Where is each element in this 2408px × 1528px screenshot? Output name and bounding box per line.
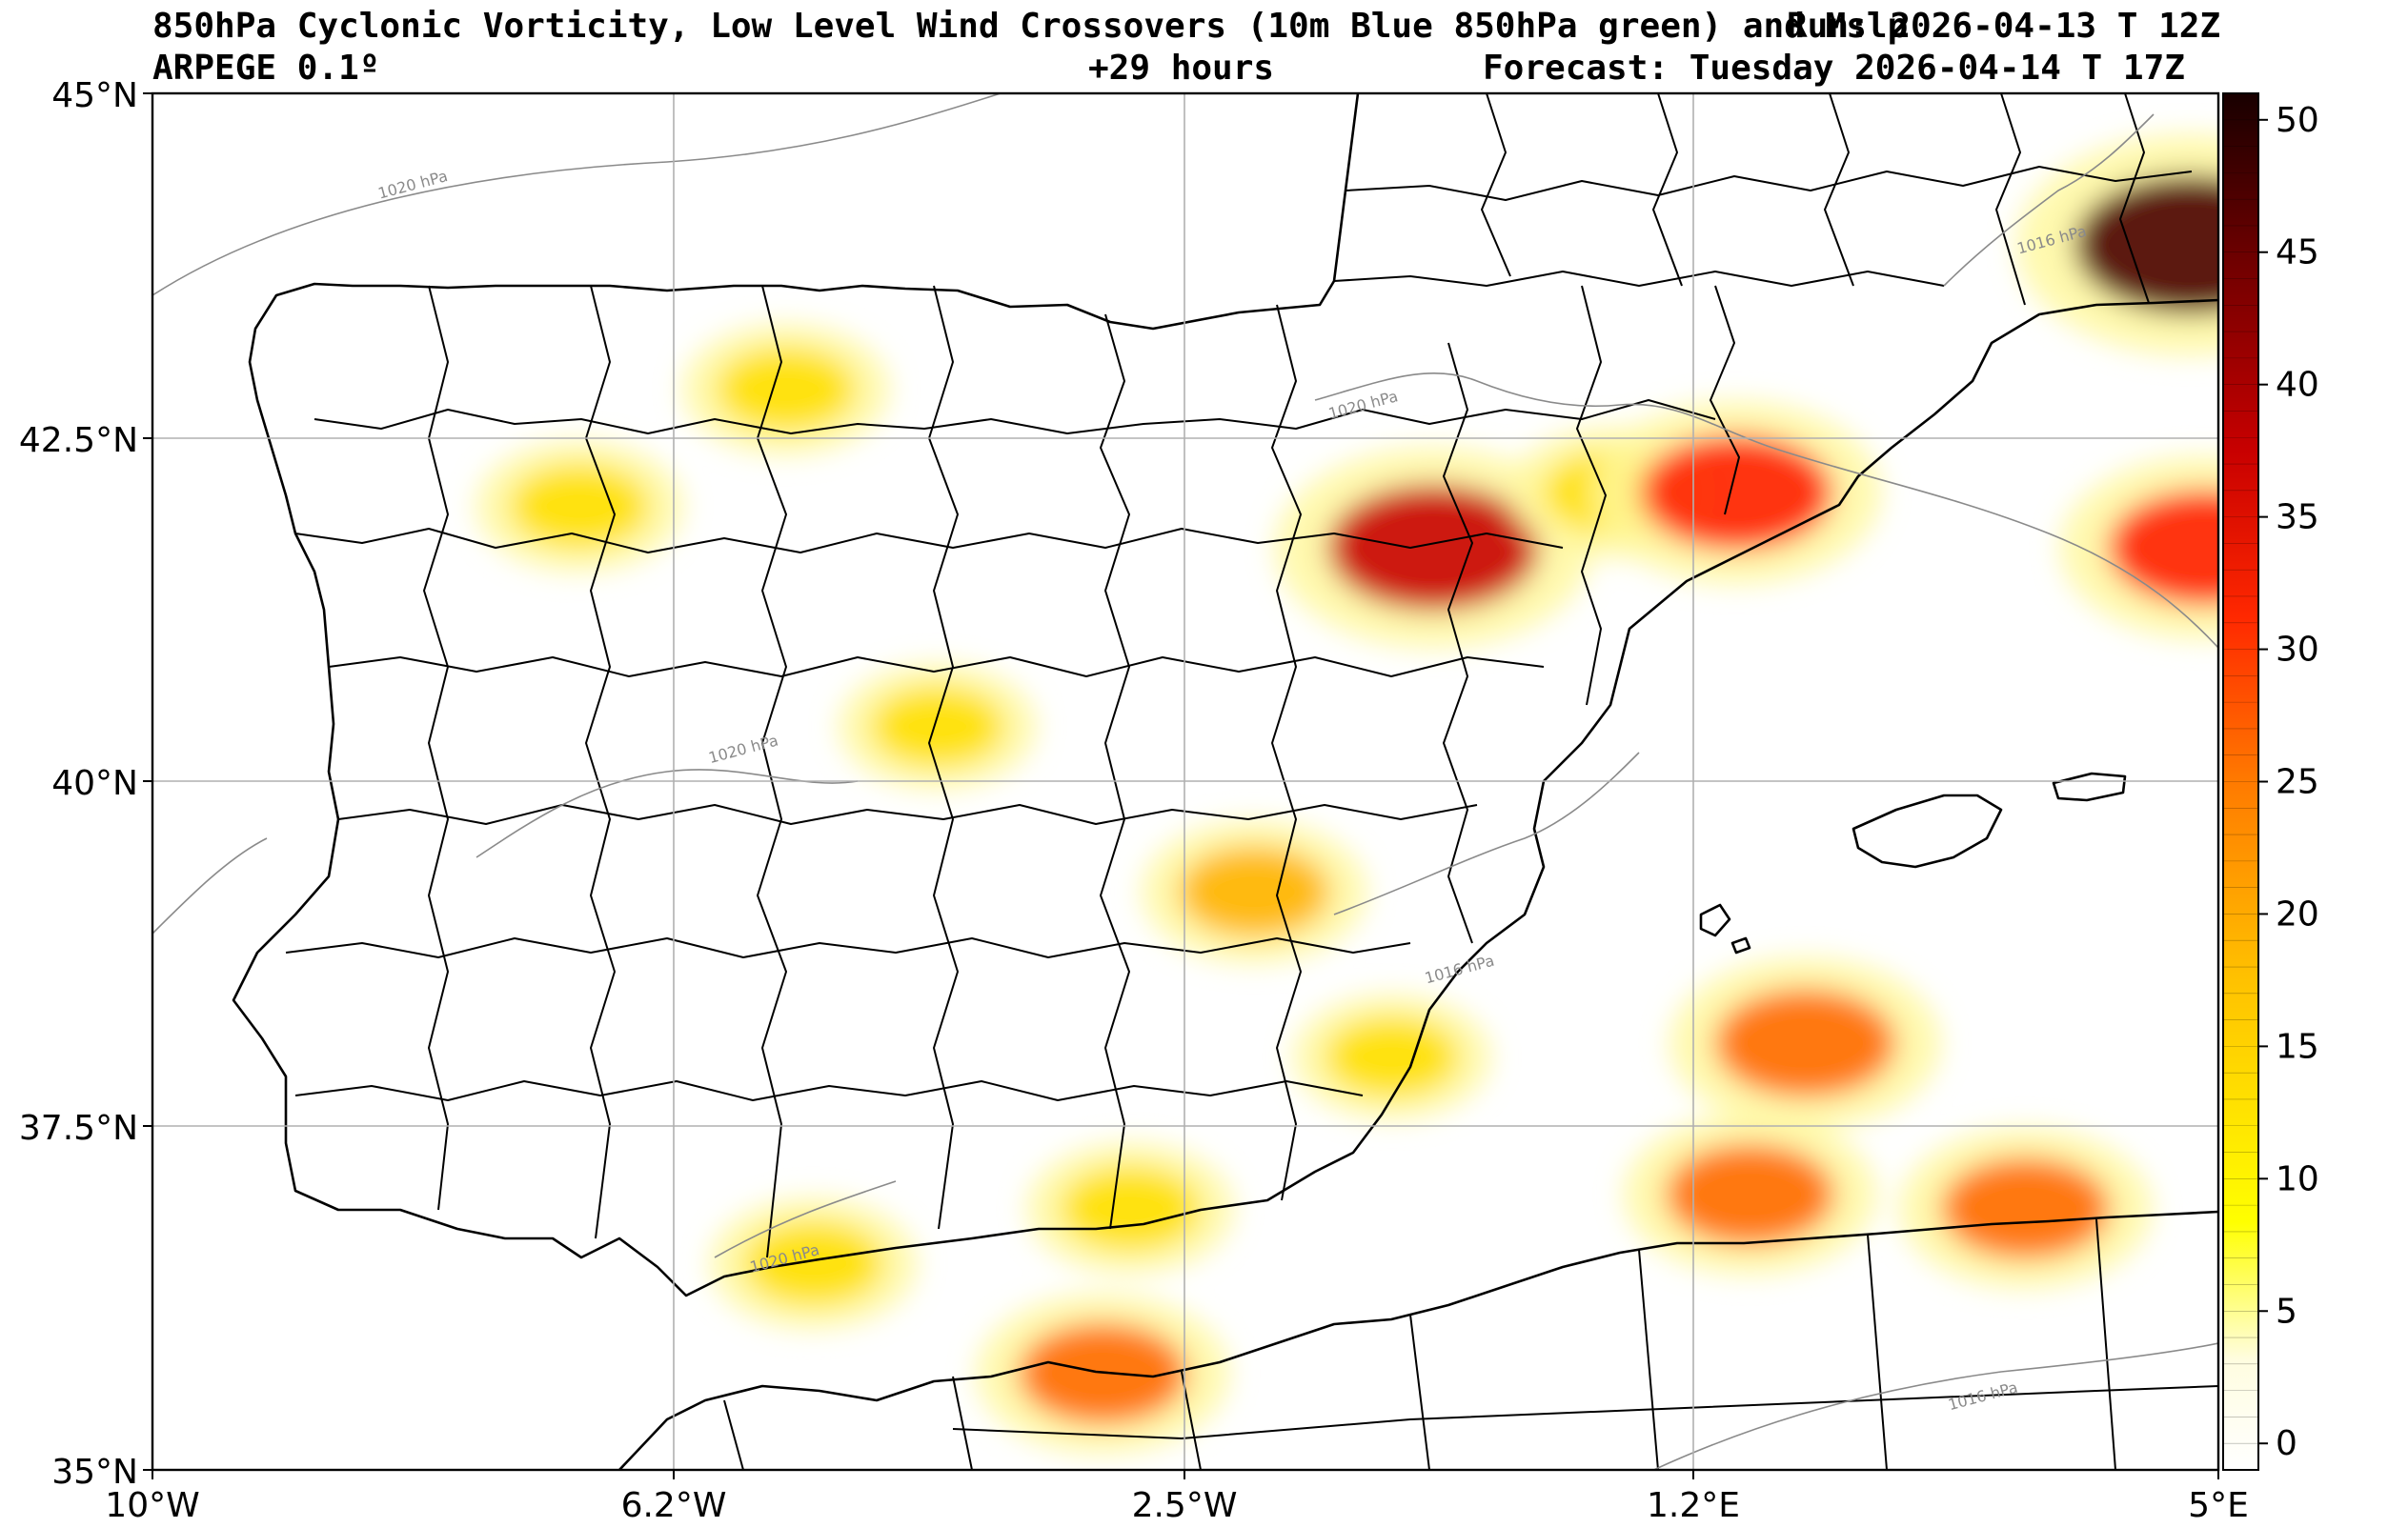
menorca-island (2052, 772, 2127, 802)
vorticity-core (1666, 1143, 1834, 1246)
forecast-time: Forecast: Tuesday 2026-04-14 T 17Z (1483, 49, 2185, 88)
vorticity-core (1714, 989, 1896, 1097)
lat-tick-label: 35°N (51, 1453, 138, 1492)
vorticity-core (717, 348, 856, 432)
iberia-coastline (232, 93, 2218, 1297)
colorbar-tick-label: 45 (2276, 233, 2319, 272)
lead-time: +29 hours (1088, 49, 1275, 88)
lon-tick-label: 6.2°W (621, 1486, 727, 1525)
colorbar-tick-label: 40 (2276, 366, 2319, 405)
model-name: ARPEGE 0.1º (152, 49, 380, 88)
formentera-island (1730, 936, 1751, 955)
graticule (152, 93, 2218, 1470)
map-title: 850hPa Cyclonic Vorticity, Low Level Win… (152, 7, 1909, 46)
isobars (152, 93, 2218, 1470)
ibiza-island (1699, 903, 1731, 937)
lat-tick-label: 45°N (51, 76, 138, 115)
vorticity-core (1639, 434, 1833, 551)
colorbar-tick-label: 5 (2276, 1292, 2297, 1331)
colorbar-tick-label: 20 (2276, 895, 2319, 934)
lat-tick-label: 37.5°N (19, 1109, 138, 1148)
vorticity-core (2074, 174, 2218, 315)
colorbar-tick-label: 35 (2276, 498, 2319, 537)
vorticity-core (510, 465, 649, 548)
run-time: Run: 2026-04-13 T 12Z (1787, 7, 2221, 46)
vorticity-core (1327, 484, 1539, 612)
lat-axis (143, 92, 152, 1471)
vorticity-core (2108, 490, 2218, 606)
vorticity-core (744, 1221, 883, 1305)
colorbar-tick-label: 10 (2276, 1159, 2319, 1198)
vorticity-core (871, 687, 1004, 767)
lon-tick-label: 10°W (105, 1486, 199, 1525)
lon-axis (152, 1470, 2219, 1479)
lon-tick-label: 2.5°W (1132, 1486, 1238, 1525)
vorticity-core (1061, 1167, 1200, 1250)
sea-land-coastline (232, 93, 2218, 1470)
colorbar-ramp (2222, 92, 2259, 1471)
vorticity-core (1941, 1157, 2111, 1259)
colorbar-tick-label: 25 (2276, 763, 2319, 802)
mallorca-island (1852, 794, 2003, 869)
lon-tick-label: 1.2°E (1647, 1486, 1740, 1525)
colorbar-tick-label: 15 (2276, 1027, 2319, 1066)
colorbar-tick-label: 30 (2276, 631, 2319, 670)
north-africa-coastline (618, 1210, 2218, 1470)
lat-tick-label: 42.5°N (19, 421, 138, 460)
lat-tick-label: 40°N (51, 764, 138, 803)
vorticity-core (1179, 846, 1330, 937)
colorbar-tick-label: 50 (2276, 101, 2319, 140)
vorticity-core (1325, 1016, 1459, 1097)
lon-tick-label: 5°E (2188, 1486, 2249, 1525)
colorbar-tick-label: 0 (2276, 1424, 2297, 1463)
vorticity-field (476, 134, 2218, 1454)
